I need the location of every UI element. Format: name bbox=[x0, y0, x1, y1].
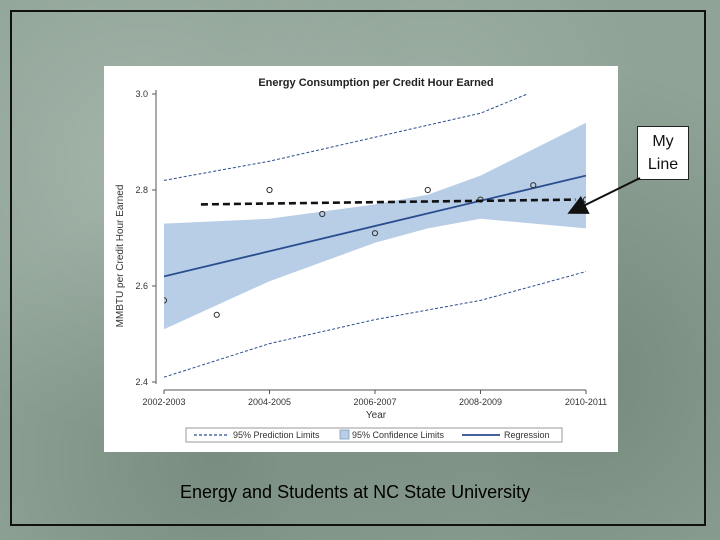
x-tick-label: 2004-2005 bbox=[248, 397, 291, 407]
data-point bbox=[530, 182, 537, 189]
y-axis-label: MMBTU per Credit Hour Earned bbox=[115, 185, 126, 328]
slide-caption: Energy and Students at NC State Universi… bbox=[180, 482, 531, 502]
x-tick-label: 2008-2009 bbox=[459, 397, 502, 407]
my-line-callout: My Line bbox=[637, 126, 689, 180]
x-tick-label: 2010-2011 bbox=[565, 397, 607, 407]
legend-regression-label: Regression bbox=[504, 430, 550, 440]
chart-panel: Energy Consumption per Credit Hour Earne… bbox=[104, 66, 618, 452]
prediction-upper-line bbox=[164, 94, 529, 181]
plot-clipped-group bbox=[164, 94, 586, 378]
legend-prediction-label: 95% Prediction Limits bbox=[233, 430, 320, 440]
chart-svg: Energy Consumption per Credit Hour Earne… bbox=[115, 77, 607, 443]
callout-line-2: Line bbox=[647, 156, 679, 173]
legend-confidence-label: 95% Confidence Limits bbox=[352, 430, 445, 440]
x-axis-label: Year bbox=[366, 410, 387, 421]
data-point bbox=[164, 297, 168, 304]
legend-confidence-swatch bbox=[339, 429, 350, 440]
y-tick-label: 2.4 bbox=[135, 377, 148, 387]
slide-frame bbox=[10, 10, 706, 526]
legend: 95% Prediction Limits 95% Confidence Lim… bbox=[185, 427, 563, 443]
plot-area: 2.4 2.6 2.8 3.0 2002-2003 2004-2005 2006-2007 2… bbox=[135, 89, 607, 407]
regression-line bbox=[164, 174, 586, 278]
chart-title: Energy Consumption per Credit Hour Earne… bbox=[258, 77, 493, 89]
y-tick-label: 2.8 bbox=[135, 185, 148, 195]
data-point bbox=[213, 311, 220, 318]
callout-line-1: My bbox=[652, 133, 674, 150]
prediction-lower-line bbox=[164, 271, 586, 378]
data-point bbox=[266, 186, 273, 194]
x-tick-label: 2006-2007 bbox=[353, 397, 396, 407]
data-point bbox=[424, 186, 431, 194]
data-point bbox=[371, 230, 379, 237]
y-tick-label: 3.0 bbox=[135, 89, 148, 99]
legend-frame bbox=[185, 427, 563, 443]
data-point bbox=[319, 210, 326, 218]
x-tick-label: 2002-2003 bbox=[142, 397, 185, 407]
my-line bbox=[200, 198, 576, 206]
y-tick-label: 2.6 bbox=[135, 281, 148, 291]
